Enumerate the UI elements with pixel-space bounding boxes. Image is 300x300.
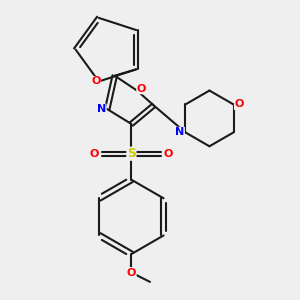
Text: N: N [97,104,106,114]
Text: N: N [175,128,184,137]
Text: O: O [235,100,244,110]
Text: O: O [127,268,136,278]
Text: S: S [127,147,136,160]
Text: O: O [164,149,173,159]
Text: O: O [90,149,99,159]
Text: O: O [137,84,146,94]
Text: O: O [91,76,101,86]
